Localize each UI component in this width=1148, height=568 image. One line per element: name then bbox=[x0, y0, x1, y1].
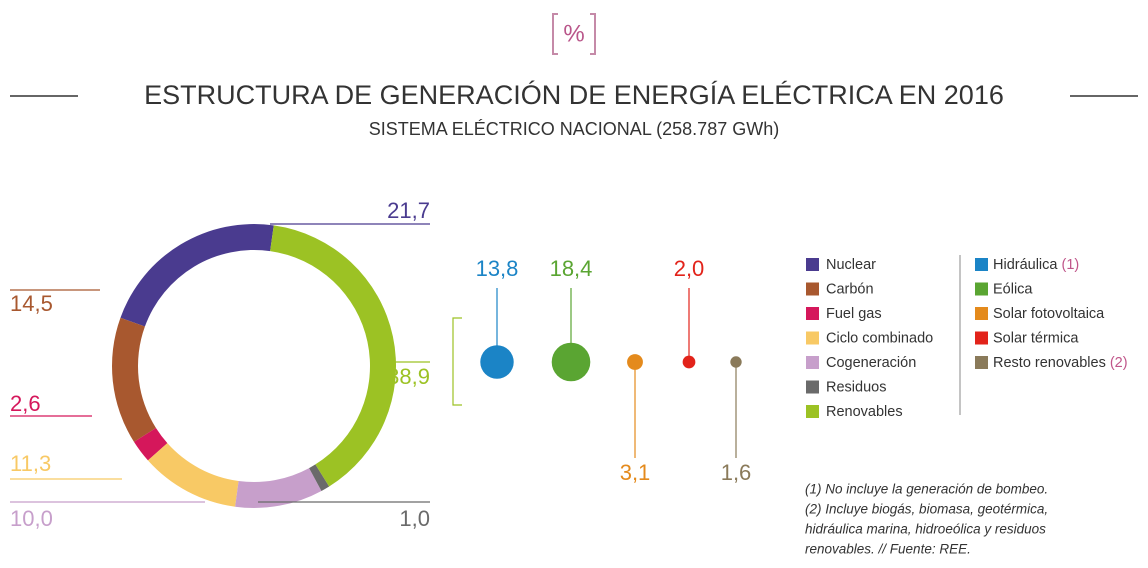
legend-label: Hidráulica (1) bbox=[993, 257, 1079, 273]
donut-segment bbox=[309, 464, 330, 491]
icon: % bbox=[563, 20, 584, 47]
value-label: 13,8 bbox=[476, 256, 519, 281]
legend-name: Hidráulica bbox=[993, 257, 1058, 273]
donut-segment bbox=[235, 468, 322, 508]
legend-swatch bbox=[975, 282, 988, 296]
legend-swatch bbox=[975, 307, 988, 320]
legend-label: Resto renovables (2) bbox=[993, 355, 1128, 371]
legend-name: Eólica bbox=[993, 281, 1033, 297]
bubble bbox=[480, 345, 514, 379]
legend-label: Cogeneración bbox=[826, 355, 916, 371]
legend-label: Eólica bbox=[993, 281, 1033, 297]
icon-bracket bbox=[552, 13, 596, 55]
legend-label: Carbón bbox=[826, 281, 874, 297]
value-label: 10,0 bbox=[10, 506, 53, 531]
legend-swatch bbox=[806, 258, 819, 271]
value-label: 21,7 bbox=[387, 198, 430, 223]
donut-segment bbox=[147, 443, 239, 507]
footnote: hidráulica marina, hidroeólica y residuo… bbox=[805, 522, 1046, 537]
value-label: 3,1 bbox=[620, 460, 651, 485]
value-label: 38,9 bbox=[387, 364, 430, 389]
donut-segment bbox=[270, 225, 396, 487]
legend-swatch bbox=[806, 380, 819, 394]
title: ESTRUCTURA DE GENERACIÓN DE ENERGÍA ELÉC… bbox=[144, 79, 1004, 110]
footnote: renovables. // Fuente: REE. bbox=[805, 542, 971, 557]
bubble bbox=[682, 355, 696, 369]
value-label: 18,4 bbox=[550, 256, 593, 281]
legend-name: Resto renovables bbox=[993, 355, 1106, 371]
legend-name: Solar fotovoltaica bbox=[993, 306, 1105, 322]
value-label: 1,0 bbox=[399, 506, 430, 531]
legend-label: Fuel gas bbox=[826, 306, 882, 322]
legend-swatch bbox=[975, 331, 988, 345]
value-label: 2,0 bbox=[674, 256, 705, 281]
bubble bbox=[551, 342, 591, 382]
value-label: 14,5 bbox=[10, 291, 53, 316]
value-label: 1,6 bbox=[721, 460, 752, 485]
bubble bbox=[730, 356, 742, 368]
value-label: 11,3 bbox=[10, 451, 51, 476]
renewables-bracket bbox=[452, 317, 462, 406]
legend-swatch bbox=[806, 331, 819, 345]
footnote: (1) No incluye la generación de bombeo. bbox=[805, 482, 1048, 497]
legend-swatch bbox=[806, 356, 819, 369]
footnote: (2) Incluye biogás, biomasa, geotérmica, bbox=[805, 502, 1048, 517]
legend-swatch bbox=[806, 282, 819, 296]
legend-note: (1) bbox=[1061, 257, 1079, 273]
donut-segment bbox=[133, 428, 168, 461]
subtitle: SISTEMA ELÉCTRICO NACIONAL (258.787 GWh) bbox=[369, 119, 779, 139]
legend-label: Residuos bbox=[826, 379, 886, 395]
legend-label: Solar fotovoltaica bbox=[993, 306, 1105, 322]
bubble bbox=[627, 354, 643, 370]
donut-segment bbox=[111, 317, 156, 442]
legend-swatch bbox=[806, 405, 819, 418]
legend-label: Solar térmica bbox=[993, 330, 1079, 346]
legend-label: Nuclear bbox=[826, 257, 876, 273]
legend-note: (2) bbox=[1110, 355, 1128, 371]
legend-label: Ciclo combinado bbox=[826, 330, 933, 346]
legend-label: Renovables bbox=[826, 404, 903, 420]
value-label: 2,6 bbox=[10, 391, 41, 416]
legend-swatch bbox=[806, 307, 819, 320]
legend-swatch bbox=[975, 258, 988, 271]
donut-segment bbox=[120, 224, 274, 327]
legend-swatch bbox=[975, 356, 988, 369]
legend-name: Solar térmica bbox=[993, 330, 1079, 346]
